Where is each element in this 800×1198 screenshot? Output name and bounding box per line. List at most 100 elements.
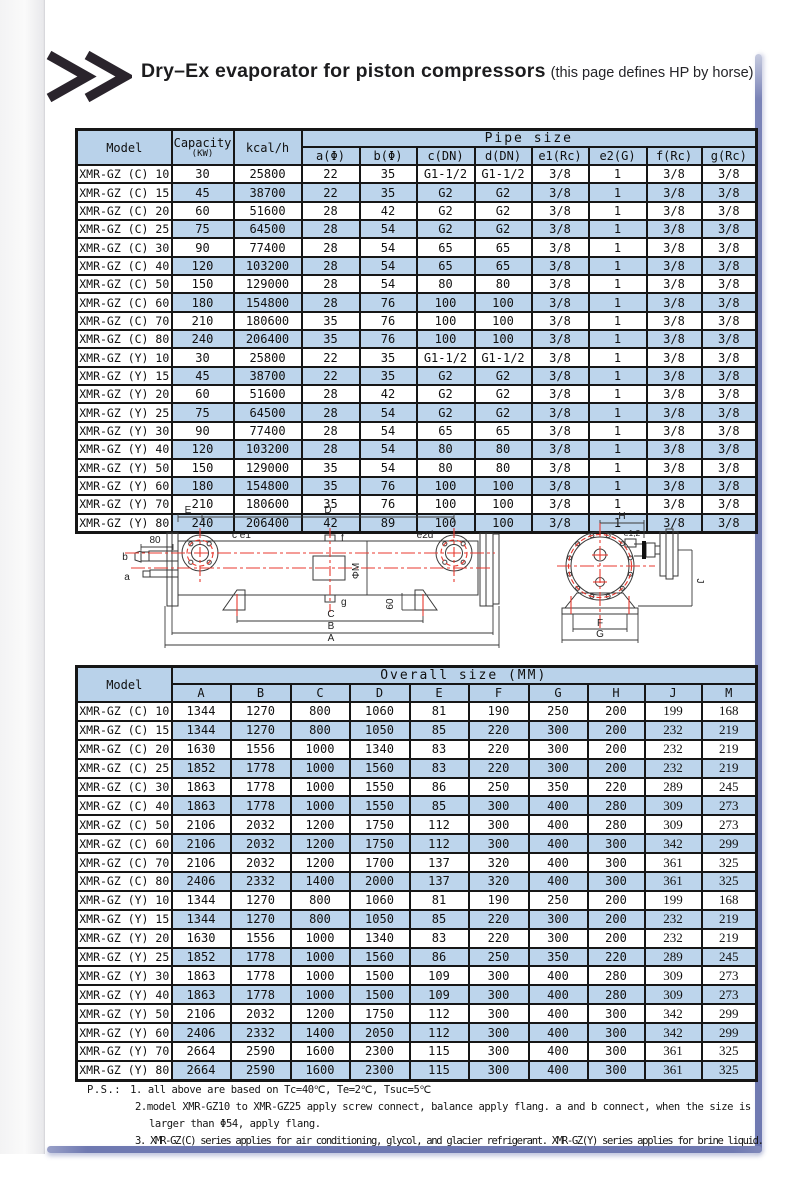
- data-cell: 115: [408, 1059, 470, 1082]
- data-cell: 54: [358, 402, 418, 423]
- data-cell: 232: [643, 719, 703, 741]
- model-cell: XMR-GZ (Y) 60: [75, 1022, 173, 1044]
- data-cell: 1344: [170, 908, 232, 930]
- data-cell: 200: [586, 927, 646, 949]
- data-cell: 1560: [348, 757, 411, 779]
- header-kcal: kcal/h: [232, 128, 303, 166]
- data-cell: 65: [473, 237, 533, 258]
- data-cell: 28: [300, 237, 361, 258]
- data-cell: 1340: [348, 738, 411, 760]
- data-cell: 361: [643, 1059, 703, 1082]
- data-cell: 112: [408, 1003, 470, 1025]
- data-cell: 77400: [232, 237, 303, 258]
- data-cell: 1270: [229, 701, 292, 722]
- data-cell: G2: [415, 384, 476, 405]
- data-cell: 3/8: [700, 292, 758, 313]
- table-row: XMR-GZ (Y) 60 180 154800 35 76 100 100 3/8 1 3/8 3…: [75, 475, 758, 497]
- left-leg: [222, 589, 246, 611]
- data-cell: 800: [289, 908, 351, 930]
- note-line-1: P.S.: 1. all above are based on Tc=40℃, …: [87, 1082, 763, 1099]
- data-cell: G2: [415, 200, 476, 222]
- data-cell: 1000: [289, 757, 351, 779]
- data-cell: G1-1/2: [473, 347, 533, 368]
- data-cell: 1000: [289, 965, 351, 987]
- table-row: XMR-GZ (C) 70 2106 2032 1200 1700 137 320 400 30…: [75, 852, 758, 874]
- data-cell: 28: [300, 274, 361, 295]
- data-cell: 100: [473, 292, 533, 313]
- table-row: XMR-GZ (C) 20 1630 1556 1000 1340 83 220 300 200…: [75, 738, 758, 760]
- gasket-bar: [642, 541, 646, 559]
- data-cell: 300: [586, 1059, 646, 1082]
- data-cell: G2: [415, 365, 476, 387]
- table-row: XMR-GZ (Y) 20 60 51600 28 42 G2 G2 3/8 1 3/8 3/8: [75, 384, 758, 405]
- data-cell: 200: [586, 908, 646, 930]
- data-cell: 1: [587, 420, 648, 442]
- label-e12: e1,2: [624, 528, 641, 538]
- data-cell: 3/8: [645, 310, 703, 332]
- ps-label: P.S.:: [87, 1084, 122, 1096]
- data-cell: 1344: [170, 701, 232, 722]
- table-row: XMR-GZ (Y) 70 2664 2590 1600 2300 115 300 400 30…: [75, 1041, 758, 1062]
- table-row: XMR-GZ (C) 50 2106 2032 1200 1750 112 300 400 28…: [75, 814, 758, 836]
- data-cell: 2664: [170, 1059, 232, 1082]
- table-row: XMR-GZ (Y) 10 30 25800 22 35 G1-1/2 G1-1/2 3/8 1…: [75, 347, 758, 368]
- data-cell: 120: [170, 255, 235, 277]
- data-cell: 3/8: [645, 163, 703, 185]
- table-row: XMR-GZ (C) 80 2406 2332 1400 2000 137 320 400 30…: [75, 871, 758, 892]
- data-cell: 1200: [289, 852, 351, 874]
- data-cell: 240: [170, 329, 235, 350]
- model-cell: XMR-GZ (C) 50: [75, 274, 173, 295]
- data-cell: 35: [358, 182, 418, 203]
- data-cell: 28: [300, 219, 361, 240]
- data-cell: 90: [170, 237, 235, 258]
- data-cell: 100: [415, 512, 476, 534]
- data-cell: 3/8: [645, 384, 703, 405]
- data-cell: 65: [415, 237, 476, 258]
- model-cell: XMR-GZ (Y) 25: [75, 402, 173, 423]
- column-header: E: [408, 683, 470, 703]
- data-cell: 219: [700, 757, 758, 779]
- data-cell: 400: [527, 1022, 589, 1044]
- data-cell: 300: [586, 1022, 646, 1044]
- model-cell: XMR-GZ (C) 40: [75, 255, 173, 277]
- data-cell: 289: [643, 776, 703, 798]
- data-cell: 300: [527, 757, 589, 779]
- pipe-size-subheader-row: a(Φ) b(Φ) c(DN) d(DN) e1(Rc) e2(G) f(Rc) g(Rc): [77, 146, 758, 166]
- model-cell: XMR-GZ (C) 30: [75, 776, 173, 798]
- column-header: g(Rc): [700, 146, 758, 166]
- data-cell: 300: [467, 833, 530, 855]
- data-cell: 28: [300, 200, 361, 222]
- data-cell: 1: [587, 402, 648, 423]
- data-cell: 1500: [348, 965, 411, 987]
- data-cell: 3/8: [700, 384, 758, 405]
- data-cell: 400: [527, 965, 589, 987]
- data-cell: 1050: [348, 719, 411, 741]
- data-cell: 28: [300, 402, 361, 423]
- column-header: e2(G): [587, 146, 648, 166]
- dim-label-H: H: [618, 511, 625, 522]
- data-cell: 1852: [170, 757, 232, 779]
- data-cell: 28: [300, 384, 361, 405]
- data-cell: 3/8: [700, 237, 758, 258]
- table-row: XMR-GZ (Y) 40 120 103200 28 54 80 80 3/8 1 3/8 3/8: [75, 439, 758, 460]
- data-cell: 199: [643, 701, 703, 722]
- data-cell: 112: [408, 814, 470, 836]
- drawing-labels: E D c e1 f e2d b a 80 ΦM g 60 C B A H e1…: [122, 505, 705, 644]
- data-cell: G2: [415, 182, 476, 203]
- data-cell: 232: [643, 738, 703, 760]
- dim-label-D: D: [324, 505, 331, 516]
- data-cell: 2032: [229, 852, 292, 874]
- data-cell: 2032: [229, 1003, 292, 1025]
- data-cell: 3/8: [700, 402, 758, 423]
- table-row: XMR-GZ (Y) 10 1344 1270 800 1060 81 190 250 200 1…: [75, 889, 758, 911]
- data-cell: 3/8: [530, 365, 590, 387]
- model-cell: XMR-GZ (Y) 80: [75, 512, 173, 534]
- b-pipe: [148, 550, 179, 562]
- data-cell: 100: [415, 310, 476, 332]
- data-cell: 3/8: [530, 329, 590, 350]
- model-cell: XMR-GZ (Y) 40: [75, 439, 173, 460]
- data-cell: 76: [358, 494, 418, 515]
- data-cell: 2032: [229, 833, 292, 855]
- data-cell: 112: [408, 833, 470, 855]
- data-cell: 3/8: [645, 439, 703, 460]
